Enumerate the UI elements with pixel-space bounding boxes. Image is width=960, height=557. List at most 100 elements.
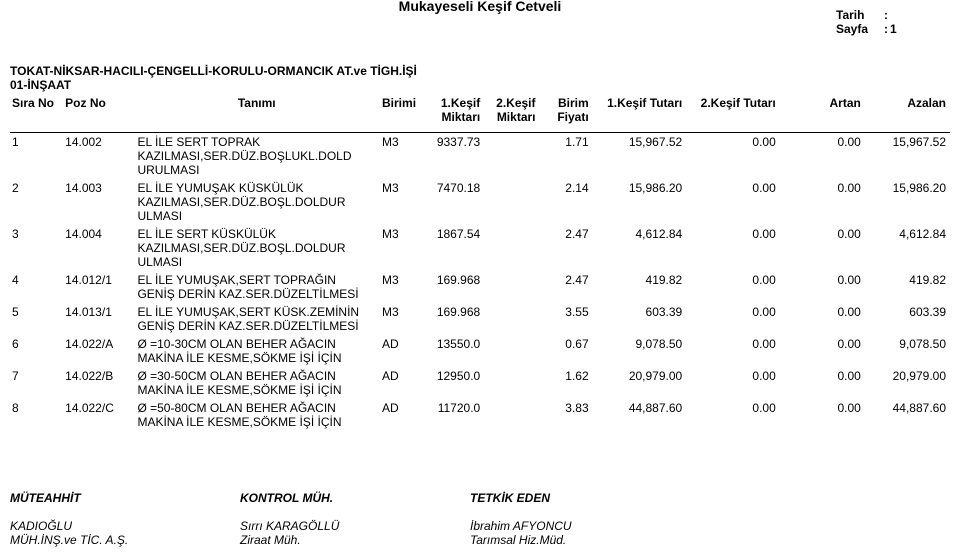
th-k1t: 1.Keşif Tutarı: [593, 94, 687, 133]
cell-tanim: EL İLE YUMUŞAK,SERT TOPRAĞIN GENİŞ DERİN…: [135, 271, 380, 303]
cell-bf: 2.47: [540, 271, 593, 303]
cell-poz: 14.004: [63, 225, 135, 271]
cell-sira: 1: [10, 133, 63, 180]
sig2-title: KONTROL MÜH.: [240, 491, 470, 505]
cell-poz: 14.013/1: [63, 303, 135, 335]
cell-k1t: 603.39: [593, 303, 687, 335]
sig3-name: İbrahim AFYONCU: [470, 519, 700, 533]
sig3-title: TETKİK EDEN: [470, 491, 700, 505]
cell-birim: M3: [380, 179, 423, 225]
cell-azalan: 20,979.00: [865, 367, 950, 399]
cell-k1m: 7470.18: [423, 179, 485, 225]
signatures: MÜTEAHHİT KADIOĞLU MÜH.İNŞ.ve TİC. A.Ş. …: [10, 491, 710, 547]
cell-artan: 0.00: [780, 179, 865, 225]
cell-birim: M3: [380, 271, 423, 303]
cell-k1m: 169.968: [423, 271, 485, 303]
cell-azalan: 4,612.84: [865, 225, 950, 271]
cell-birim: AD: [380, 335, 423, 367]
table-header-row: Sıra No Poz No Tanımı Birimi 1.Keşif Mik…: [10, 94, 950, 133]
cell-k2m: [484, 399, 539, 431]
cell-artan: 0.00: [780, 271, 865, 303]
cell-birim: M3: [380, 225, 423, 271]
subject-line1: TOKAT-NİKSAR-HACILI-ÇENGELLİ-KORULU-ORMA…: [10, 64, 950, 78]
th-k2t: 2.Keşif Tutarı: [686, 94, 780, 133]
cell-tanim: Ø =30-50CM OLAN BEHER AĞACIN MAKİNA İLE …: [135, 367, 380, 399]
cell-k1t: 15,986.20: [593, 179, 687, 225]
cell-bf: 1.62: [540, 367, 593, 399]
subject-line2: 01-İNŞAAT: [10, 78, 950, 92]
cell-k2m: [484, 271, 539, 303]
subject-block: TOKAT-NİKSAR-HACILI-ÇENGELLİ-KORULU-ORMA…: [10, 64, 950, 92]
sig2-name: Sırrı KARAGÖLLÜ: [240, 519, 470, 533]
cell-k1t: 44,887.60: [593, 399, 687, 431]
cell-k1m: 11720.0: [423, 399, 485, 431]
cell-k2t: 0.00: [686, 179, 780, 225]
cell-birim: M3: [380, 133, 423, 180]
cell-artan: 0.00: [780, 367, 865, 399]
cell-sira: 7: [10, 367, 63, 399]
cell-azalan: 44,887.60: [865, 399, 950, 431]
sig3-role: Tarımsal Hiz.Müd.: [470, 533, 700, 547]
cell-azalan: 9,078.50: [865, 335, 950, 367]
sig-col-3: TETKİK EDEN İbrahim AFYONCU Tarımsal Hiz…: [470, 491, 700, 547]
cell-k1t: 419.82: [593, 271, 687, 303]
cell-tanim: EL İLE YUMUŞAK,SERT KÜSK.ZEMİNİN GENİŞ D…: [135, 303, 380, 335]
cell-k2t: 0.00: [686, 399, 780, 431]
cell-birim: M3: [380, 303, 423, 335]
cell-bf: 1.71: [540, 133, 593, 180]
sig1-name: KADIOĞLU: [10, 519, 240, 533]
meta-tarih-label: Tarih: [836, 8, 884, 22]
cell-k2m: [484, 303, 539, 335]
table-row: 714.022/BØ =30-50CM OLAN BEHER AĞACIN MA…: [10, 367, 950, 399]
cell-k1t: 9,078.50: [593, 335, 687, 367]
cell-bf: 2.14: [540, 179, 593, 225]
sig-col-1: MÜTEAHHİT KADIOĞLU MÜH.İNŞ.ve TİC. A.Ş.: [10, 491, 240, 547]
cell-k2t: 0.00: [686, 271, 780, 303]
th-k2m: 2.Keşif Miktarı: [484, 94, 539, 133]
cell-k2m: [484, 335, 539, 367]
cell-k1m: 13550.0: [423, 335, 485, 367]
cell-k1t: 20,979.00: [593, 367, 687, 399]
cell-azalan: 15,967.52: [865, 133, 950, 180]
cell-birim: AD: [380, 399, 423, 431]
cell-k1m: 12950.0: [423, 367, 485, 399]
table-row: 414.012/1EL İLE YUMUŞAK,SERT TOPRAĞIN GE…: [10, 271, 950, 303]
cell-bf: 3.83: [540, 399, 593, 431]
cell-k2m: [484, 367, 539, 399]
table-row: 514.013/1EL İLE YUMUŞAK,SERT KÜSK.ZEMİNİ…: [10, 303, 950, 335]
cell-k1m: 1867.54: [423, 225, 485, 271]
table-row: 614.022/AØ =10-30CM OLAN BEHER AĞACIN MA…: [10, 335, 950, 367]
cell-poz: 14.022/A: [63, 335, 135, 367]
cell-k2m: [484, 179, 539, 225]
th-artan: Artan: [780, 94, 865, 133]
cell-tanim: EL İLE SERT TOPRAK KAZILMASI,SER.DÜZ.BOŞ…: [135, 133, 380, 180]
cell-k1m: 9337.73: [423, 133, 485, 180]
cell-sira: 6: [10, 335, 63, 367]
cell-birim: AD: [380, 367, 423, 399]
cell-poz: 14.002: [63, 133, 135, 180]
cell-artan: 0.00: [780, 225, 865, 271]
th-sira: Sıra No: [10, 94, 63, 133]
meta-sayfa-value: 1: [890, 22, 910, 36]
cell-sira: 8: [10, 399, 63, 431]
cell-k1t: 4,612.84: [593, 225, 687, 271]
cell-tanim: Ø =10-30CM OLAN BEHER AĞACIN MAKİNA İLE …: [135, 335, 380, 367]
cell-sira: 2: [10, 179, 63, 225]
page-meta: Tarih : Sayfa : 1: [836, 8, 910, 36]
cell-poz: 14.003: [63, 179, 135, 225]
cell-artan: 0.00: [780, 303, 865, 335]
cell-artan: 0.00: [780, 399, 865, 431]
cell-artan: 0.00: [780, 335, 865, 367]
meta-tarih-value: [890, 8, 910, 22]
cell-bf: 0.67: [540, 335, 593, 367]
th-birim: Birimi: [380, 94, 423, 133]
cell-k2t: 0.00: [686, 133, 780, 180]
sig2-role: Ziraat Müh.: [240, 533, 470, 547]
cell-k2m: [484, 225, 539, 271]
th-k1m: 1.Keşif Miktarı: [423, 94, 485, 133]
cell-azalan: 419.82: [865, 271, 950, 303]
cell-poz: 14.022/B: [63, 367, 135, 399]
report-title: Mukayeseli Keşif Cetveli: [10, 0, 950, 14]
sig-col-2: KONTROL MÜH. Sırrı KARAGÖLLÜ Ziraat Müh.: [240, 491, 470, 547]
cell-k2t: 0.00: [686, 367, 780, 399]
